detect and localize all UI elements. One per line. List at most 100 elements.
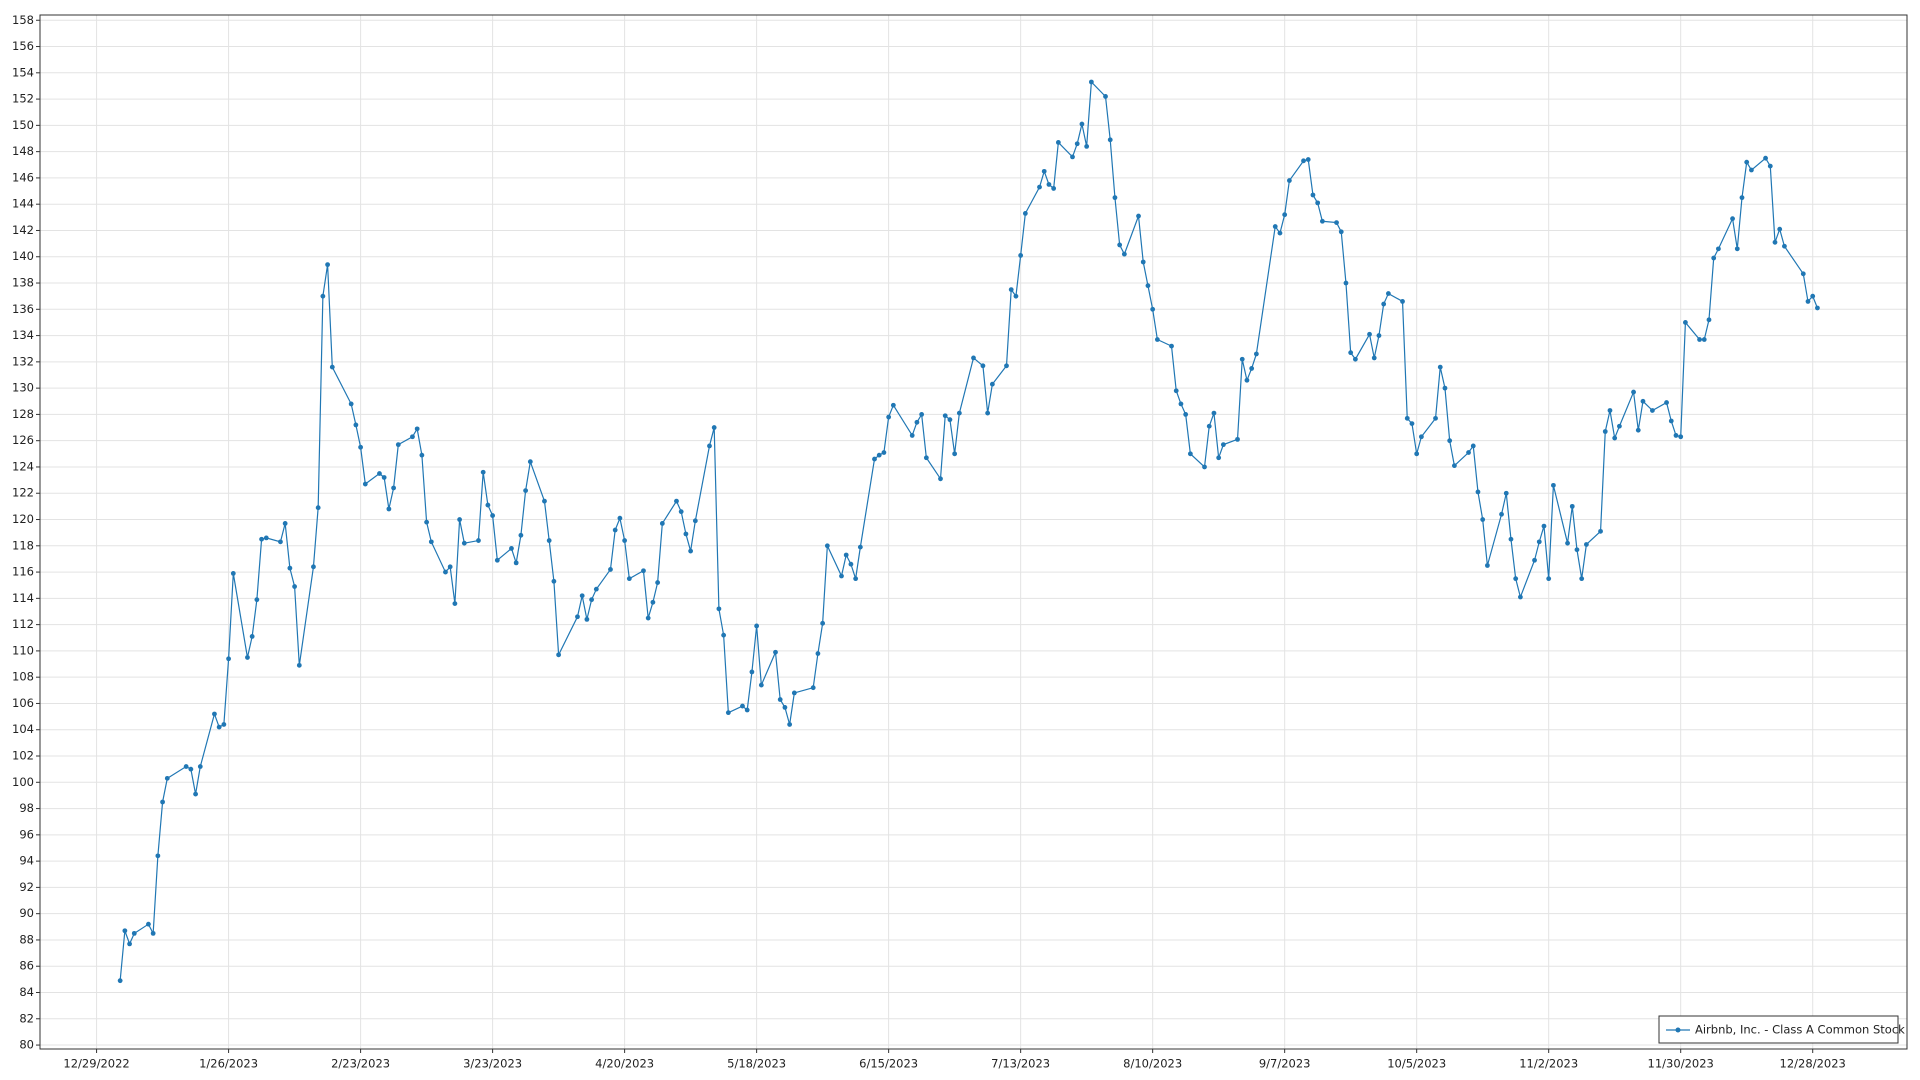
data-point (1772, 239, 1778, 245)
data-point (527, 459, 533, 465)
data-point (1253, 351, 1259, 357)
data-point (824, 543, 830, 549)
y-tick-label: 132 (12, 354, 34, 368)
plot (117, 79, 1820, 984)
data-point (424, 519, 430, 525)
data-point (1037, 184, 1042, 190)
data-point (683, 531, 689, 537)
data-point (1310, 192, 1316, 198)
data-point (1536, 539, 1542, 545)
data-point (1730, 216, 1735, 222)
data-point (1466, 450, 1471, 455)
data-point (1706, 317, 1712, 323)
data-point (1579, 576, 1585, 582)
data-point (1805, 299, 1811, 304)
data-point (1202, 464, 1207, 470)
data-point (848, 561, 854, 567)
y-tick-label: 102 (12, 749, 34, 763)
x-tick-label: 11/30/2023 (1648, 1057, 1714, 1071)
data-point (1249, 366, 1255, 371)
data-point (876, 452, 882, 458)
data-point (820, 620, 826, 626)
data-point (1013, 293, 1019, 299)
data-point (1022, 210, 1028, 216)
data-point (881, 450, 887, 455)
y-tick-label: 142 (12, 223, 34, 237)
data-point (296, 662, 302, 668)
data-point (1739, 195, 1745, 201)
data-point (509, 546, 514, 551)
data-point (395, 442, 401, 448)
x-tick-label: 1/26/2023 (199, 1057, 258, 1071)
series-line (119, 80, 1818, 981)
data-point (707, 443, 712, 449)
y-tick-label: 106 (12, 696, 34, 710)
data-point (843, 552, 849, 558)
data-point (1150, 306, 1156, 312)
data-point (1239, 356, 1245, 362)
data-point (589, 597, 595, 603)
data-point (584, 616, 590, 622)
y-tick-label: 84 (19, 985, 34, 999)
data-point (226, 656, 231, 662)
data-point (1018, 253, 1024, 258)
data-point (1513, 576, 1519, 582)
y-tick-label: 148 (12, 144, 34, 158)
data-point (1815, 305, 1820, 311)
data-point (1338, 229, 1344, 235)
data-point (443, 569, 448, 575)
data-point (645, 615, 651, 621)
data-point (1220, 442, 1226, 448)
data-point (1112, 195, 1118, 201)
data-point (952, 451, 958, 457)
data-point (608, 567, 613, 572)
data-point (1503, 490, 1509, 496)
y-tick-label: 140 (12, 249, 34, 263)
data-point (1749, 167, 1754, 173)
data-point (1211, 410, 1217, 416)
data-point (1437, 364, 1443, 370)
data-point (1631, 389, 1636, 395)
data-point (282, 521, 288, 526)
data-point (461, 540, 467, 546)
data-point (1635, 427, 1641, 433)
data-point (688, 548, 694, 554)
data-point (1286, 178, 1292, 183)
data-point (362, 481, 368, 487)
data-point (1541, 523, 1547, 529)
data-point (1183, 412, 1189, 417)
data-point (692, 518, 698, 524)
data-point (476, 538, 481, 543)
data-point (410, 434, 415, 440)
data-point (711, 425, 717, 430)
data-point (249, 634, 255, 639)
data-point (160, 799, 165, 805)
data-point (1178, 401, 1184, 407)
data-point (1409, 421, 1415, 427)
data-point (1371, 355, 1377, 361)
data-point (1145, 283, 1151, 289)
data-point (1216, 455, 1222, 461)
data-point (386, 506, 392, 512)
data-point (1004, 363, 1009, 369)
data-point (1451, 463, 1457, 469)
y-tick-label: 96 (19, 827, 34, 841)
data-point (1810, 293, 1816, 299)
data-point (1169, 343, 1174, 349)
data-point (556, 652, 562, 658)
y-tick-label: 94 (19, 854, 34, 868)
data-point (1235, 436, 1240, 442)
data-point (1668, 418, 1674, 424)
data-point (1404, 415, 1410, 421)
data-point (287, 565, 293, 571)
data-point (1475, 489, 1481, 495)
data-point (358, 444, 363, 450)
data-point (1277, 230, 1283, 236)
data-point (1574, 547, 1580, 553)
data-point (985, 410, 991, 416)
x-tick-label: 3/23/2023 (463, 1057, 522, 1071)
data-point (857, 544, 863, 550)
legend: Airbnb, Inc. - Class A Common Stock (1658, 1015, 1905, 1044)
data-point (1734, 246, 1740, 252)
data-point (1763, 155, 1768, 161)
